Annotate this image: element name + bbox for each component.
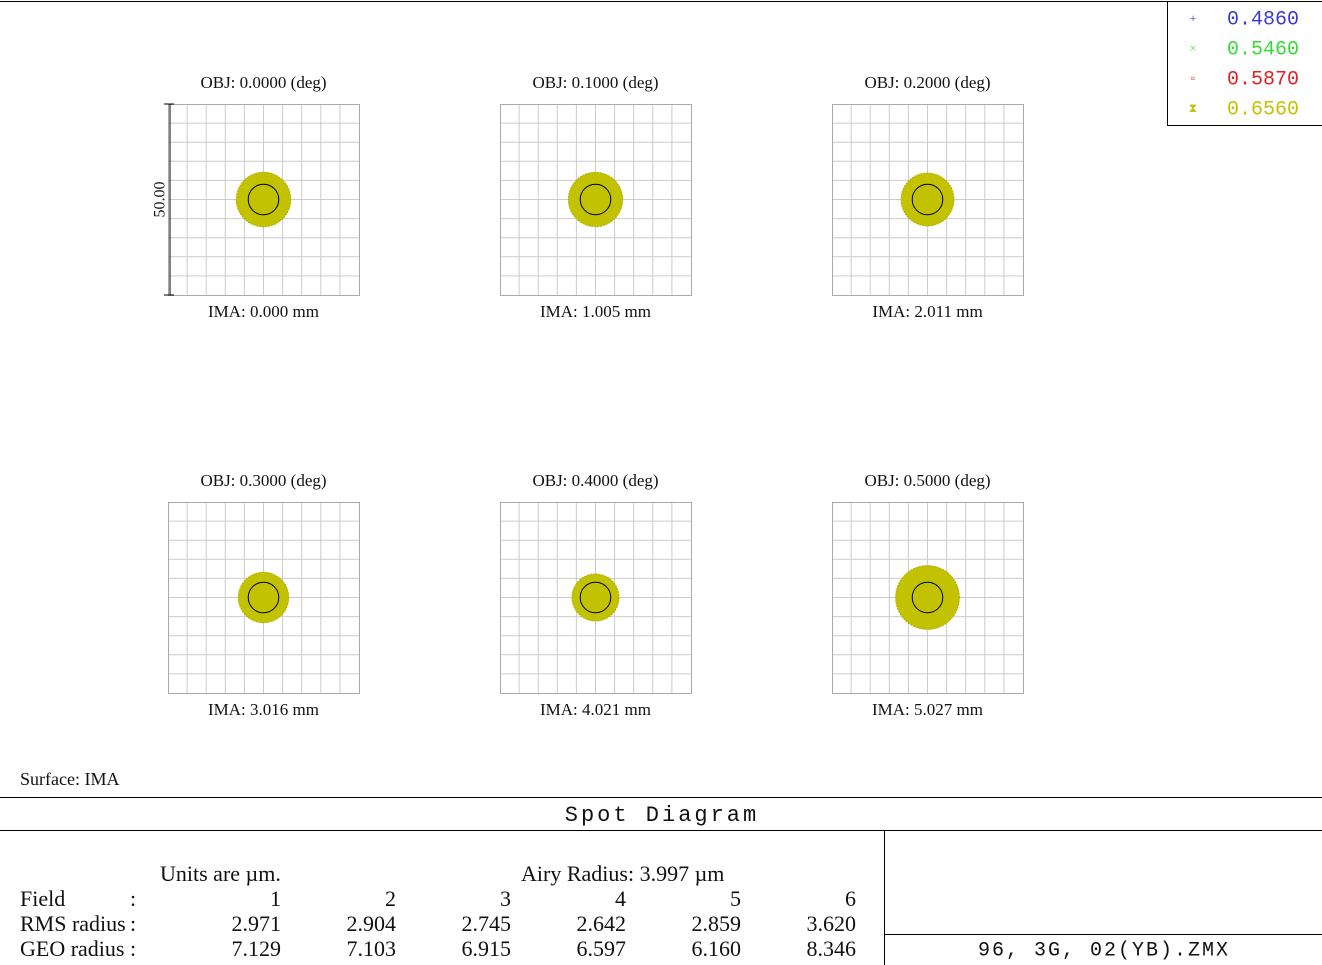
cell: 6.597 [577,936,627,961]
legend-label: 0.5460 [1227,38,1299,61]
field-ima: IMA: 3.016 mm [208,700,319,719]
field-ima: IMA: 0.000 mm [208,302,319,321]
field-ima: IMA: 2.011 mm [872,302,982,321]
cell: 3 [500,886,511,911]
cell: 2.904 [347,911,397,936]
airy-value: 3.997 [640,861,690,886]
field-obj: OBJ: 0.0000 (deg) [200,73,326,92]
legend-marker: × [1190,41,1197,55]
spot [567,171,624,228]
field-ima: IMA: 1.005 mm [540,302,651,321]
spot [571,573,620,622]
cell: 2.745 [462,911,512,936]
cell: 7.103 [347,936,397,961]
spot [895,565,960,630]
airy-disk [247,183,280,216]
cell: 4 [615,886,626,911]
scale-label: 50.00 [152,182,169,218]
field-obj: OBJ: 0.2000 (deg) [864,73,990,92]
spot [237,571,290,624]
cell: 6.915 [462,936,512,961]
legend-marker: ▫ [1191,71,1195,85]
panel-box [832,104,1024,296]
panel-box [500,502,692,694]
airy-label: Airy Radius: [521,861,634,886]
legend-label: 0.6560 [1227,98,1299,121]
legend-box [1167,1,1322,126]
field-obj: OBJ: 0.1000 (deg) [532,73,658,92]
field-ima: IMA: 5.027 mm [872,700,983,719]
spot [900,172,955,227]
legend-marker: + [1190,11,1197,25]
cell: 2.859 [692,911,742,936]
panel-box [832,502,1024,694]
cell: 2.971 [232,911,282,936]
panel-box [500,104,692,296]
row-colon: : [130,886,136,911]
field-obj: OBJ: 0.5000 (deg) [864,471,990,490]
panel-box [168,104,360,296]
cell: 2 [385,886,396,911]
cell: 3.620 [807,911,857,936]
row-label: RMS radius [20,911,126,936]
cell: 8.346 [807,936,857,961]
airy-disk [911,581,944,614]
surface-label: Surface: IMA [20,769,119,789]
row-label: GEO radius [20,936,124,961]
panel-box [168,502,360,694]
airy-unit: µm [695,861,725,886]
cell: 6.160 [692,936,742,961]
units-label: Units are µm. [160,861,281,886]
legend-label: 0.4860 [1227,8,1299,31]
row-colon: : [130,936,136,961]
field-ima: IMA: 4.021 mm [540,700,651,719]
file-name: 96, 3G, 02(YB).ZMX [978,939,1230,962]
cell: 5 [730,886,741,911]
chart-title: Spot Diagram [565,803,759,828]
field-obj: OBJ: 0.3000 (deg) [200,471,326,490]
spot [235,171,292,228]
row-label: Field [20,886,65,911]
cell: 1 [270,886,281,911]
cell: 2.642 [577,911,627,936]
field-obj: OBJ: 0.4000 (deg) [532,471,658,490]
airy-disk [911,183,944,216]
airy-label: Airy Radius: 3.997 µm [521,861,724,886]
legend-label: 0.5870 [1227,68,1299,91]
airy-disk [579,581,612,614]
row-colon: : [130,911,136,936]
cell: 6 [845,886,856,911]
legend-marker: ⧗ [1189,101,1197,115]
cell: 7.129 [232,936,282,961]
airy-disk [579,183,612,216]
airy-disk [247,581,280,614]
